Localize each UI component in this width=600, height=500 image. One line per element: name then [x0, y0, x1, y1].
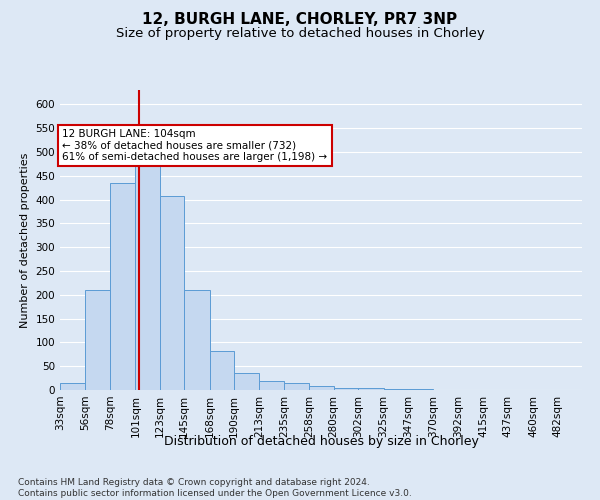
Y-axis label: Number of detached properties: Number of detached properties — [20, 152, 30, 328]
Text: Contains HM Land Registry data © Crown copyright and database right 2024.
Contai: Contains HM Land Registry data © Crown c… — [18, 478, 412, 498]
Bar — [284, 383, 310, 390]
Bar — [310, 386, 334, 390]
Bar — [184, 290, 209, 390]
Bar — [136, 152, 160, 390]
Text: Size of property relative to detached houses in Chorley: Size of property relative to detached ho… — [116, 28, 484, 40]
Text: 12 BURGH LANE: 104sqm
← 38% of detached houses are smaller (732)
61% of semi-det: 12 BURGH LANE: 104sqm ← 38% of detached … — [62, 129, 328, 162]
Bar — [110, 183, 136, 390]
Bar — [334, 388, 358, 390]
Bar — [85, 290, 110, 390]
Bar — [259, 382, 284, 390]
Bar — [209, 351, 234, 390]
Text: 12, BURGH LANE, CHORLEY, PR7 3NP: 12, BURGH LANE, CHORLEY, PR7 3NP — [142, 12, 458, 28]
Bar — [160, 196, 184, 390]
Bar — [383, 388, 408, 390]
Text: Distribution of detached houses by size in Chorley: Distribution of detached houses by size … — [164, 435, 478, 448]
Bar — [408, 389, 433, 390]
Bar — [60, 383, 85, 390]
Bar — [358, 388, 383, 390]
Bar — [234, 373, 259, 390]
